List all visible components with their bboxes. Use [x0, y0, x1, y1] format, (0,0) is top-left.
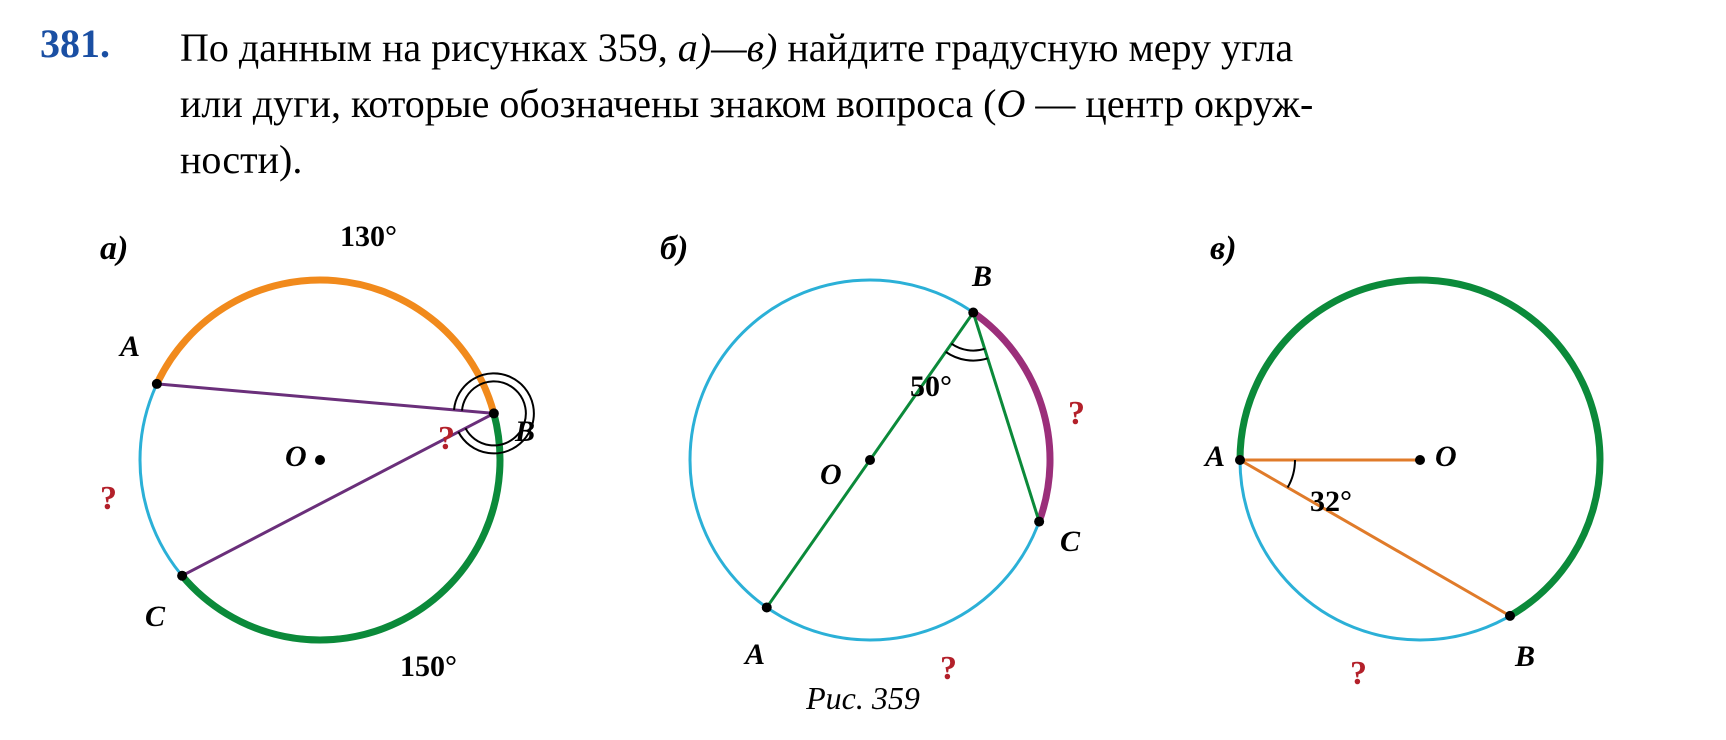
deg130: 130°: [340, 220, 397, 254]
text-part3: ности).: [180, 137, 302, 182]
figure-b: б) B A C O 50° ? ?: [610, 200, 1130, 680]
page: 381. По данным на рисунках 359, а)—в) на…: [0, 0, 1726, 740]
label-O-b: O: [820, 458, 842, 492]
text-part2: или дуги, которые обозначены знаком вопр…: [180, 81, 997, 126]
figure-a: а) A B C O 130° 150° ? ?: [60, 200, 580, 680]
label-C-a: C: [145, 600, 165, 634]
text-O: O: [997, 81, 1026, 126]
problem-text: По данным на рисунках 359, а)—в) найдите…: [180, 20, 1680, 188]
text-range: а)—в): [678, 25, 778, 70]
label-A-a: A: [120, 330, 140, 364]
problem-number: 381.: [40, 20, 110, 67]
label-A-b: A: [745, 638, 765, 672]
label-A-c: A: [1205, 440, 1225, 474]
figure-b-svg: [610, 200, 1130, 680]
figure-row: а) A B C O 130° 150° ? ? б) B A C O 50° …: [60, 200, 1680, 680]
text-part1b: найдите градусную меру угла: [777, 25, 1293, 70]
figure-caption: Рис. 359: [0, 680, 1726, 740]
text-part1: По данным на рисунках 359,: [180, 25, 678, 70]
q-angle-a: ?: [438, 420, 455, 458]
q-arc-a: ?: [100, 480, 117, 518]
label-O-a: O: [285, 440, 307, 474]
figure-c-svg: [1160, 200, 1680, 680]
deg150: 150°: [400, 650, 457, 684]
label-C-b: C: [1060, 525, 1080, 559]
deg50: 50°: [910, 370, 952, 404]
label-B-a: B: [515, 415, 535, 449]
label-O-c: O: [1435, 440, 1457, 474]
label-B-b: B: [972, 260, 992, 294]
figure-a-svg: [60, 200, 580, 680]
text-part2b: — центр окруж-: [1025, 81, 1313, 126]
deg32: 32°: [1310, 485, 1352, 519]
label-B-c: B: [1515, 640, 1535, 674]
figure-c: в) A B O 32° ?: [1160, 200, 1680, 680]
q-arc-b: ?: [1068, 395, 1085, 433]
